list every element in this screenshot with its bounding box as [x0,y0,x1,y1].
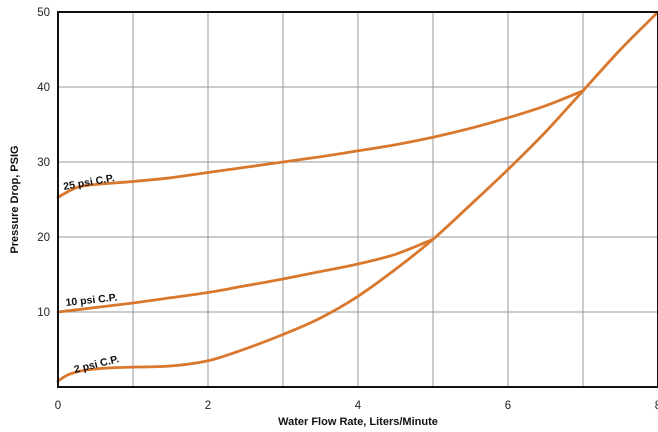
y-axis-title: Pressure Drop, PSIG [9,145,21,253]
x-tick-label: 2 [205,400,211,412]
label-10-psi: 10 psi C.P. [65,292,118,309]
x-axis-title: Water Flow Rate, Liters/Minute [278,416,438,428]
y-tick-labels: 10 20 30 40 50 [37,7,50,319]
line-25-psi [56,89,585,199]
label-25-psi: 25 psi C.P. [62,172,115,193]
x-tick-label: 8 [655,400,658,412]
plot-frame [57,11,658,388]
label-2-psi: 2 psi C.P. [73,353,121,376]
x-tick-label: 6 [505,400,511,412]
line-2-psi [56,10,658,383]
x-tick-labels: 0 2 4 6 8 [55,400,658,412]
x-tick-label: 0 [55,400,61,412]
y-tick-label: 40 [37,82,50,94]
grid-lines [58,12,658,387]
series-labels: 25 psi C.P. 10 psi C.P. 2 psi C.P. [62,172,120,376]
series-lines [56,10,658,383]
y-tick-label: 20 [37,232,50,244]
y-tick-label: 10 [37,307,50,319]
y-tick-label: 50 [37,7,50,19]
line-10-psi [56,237,435,314]
y-tick-label: 30 [37,157,50,169]
x-tick-label: 4 [355,400,362,412]
